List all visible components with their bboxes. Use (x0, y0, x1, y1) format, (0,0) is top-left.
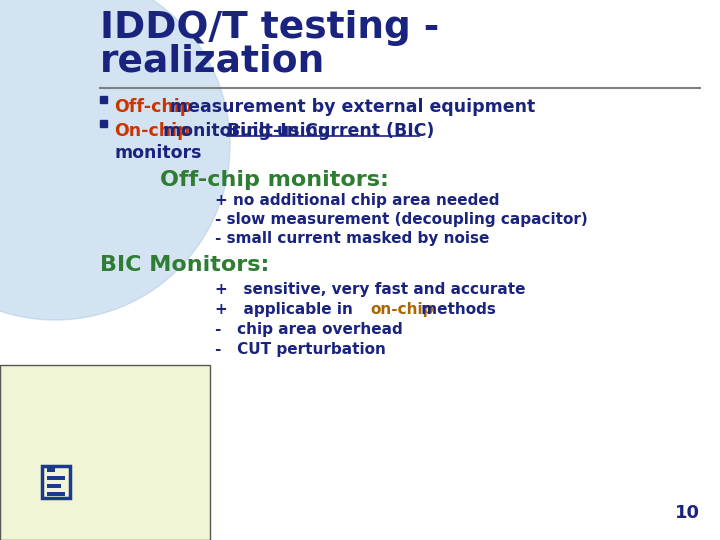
Text: methods: methods (416, 302, 496, 317)
Text: - slow measurement (decoupling capacitor): - slow measurement (decoupling capacitor… (215, 212, 588, 227)
Bar (47, 468, 55, 472)
Text: monitoring using: monitoring using (157, 122, 336, 140)
Text: measurement by external equipment: measurement by external equipment (164, 98, 535, 116)
Text: -   CUT perturbation: - CUT perturbation (215, 342, 386, 357)
Circle shape (0, 0, 230, 320)
Text: - small current masked by noise: - small current masked by noise (215, 231, 490, 246)
Bar (47, 476, 65, 480)
Bar (47, 484, 61, 488)
Bar (47, 492, 65, 496)
Text: IDDQ/T testing -: IDDQ/T testing - (100, 10, 439, 46)
Text: monitors: monitors (114, 144, 202, 162)
Text: on-chip: on-chip (370, 302, 433, 317)
Text: BIC Monitors:: BIC Monitors: (100, 255, 269, 275)
Text: + no additional chip area needed: + no additional chip area needed (215, 193, 500, 208)
Text: -   chip area overhead: - chip area overhead (215, 322, 402, 337)
Text: realization: realization (100, 44, 325, 80)
Bar (100, 120, 107, 127)
Text: +   applicable in: + applicable in (215, 302, 358, 317)
Text: Off-chip monitors:: Off-chip monitors: (160, 170, 389, 190)
Bar (100, 96, 107, 103)
FancyBboxPatch shape (0, 365, 210, 540)
Text: 10: 10 (675, 504, 700, 522)
Text: Built-In Current (BIC): Built-In Current (BIC) (227, 122, 434, 140)
Text: +   sensitive, very fast and accurate: + sensitive, very fast and accurate (215, 282, 526, 297)
Text: Off-chip: Off-chip (114, 98, 192, 116)
Text: On-chip: On-chip (114, 122, 189, 140)
Bar (42, 466, 70, 498)
